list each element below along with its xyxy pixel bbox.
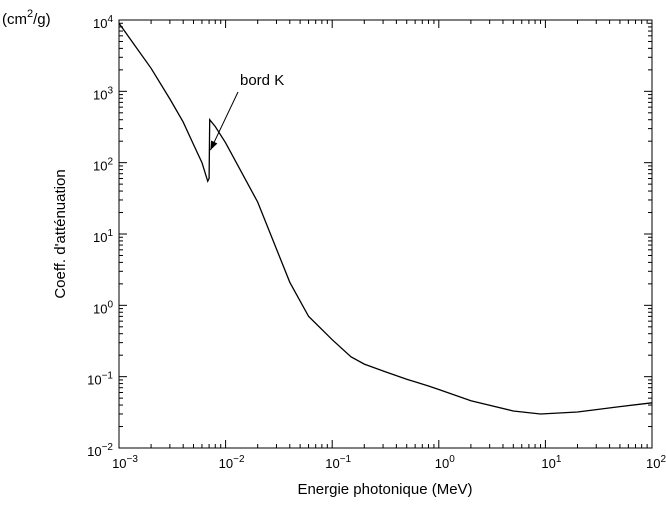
plot-frame [118,19,653,449]
annotation-arrow [209,91,239,151]
y-tick-label: 100 [93,299,113,316]
x-tick-label: 101 [541,454,561,471]
annotation-label: bord K [240,72,284,89]
ticks-layer [118,19,653,449]
y-tick-label: 104 [93,14,113,31]
y-axis-label: Coeff. d'atténuation [52,169,69,298]
y-tick-labels: 10−2 10−1 100 101 102 103 104 [87,14,113,459]
x-tick-labels: 10−3 10−2 10−1 100 101 102 [112,454,666,471]
x-tick-label: 10−3 [112,454,138,471]
x-tick-label: 10−1 [325,454,351,471]
y-unit-superscript: 2 [27,8,33,20]
y-tick-label: 10−1 [87,371,113,388]
y-tick-label: 103 [93,85,113,102]
y-unit-tail: /g) [33,11,51,28]
x-axis-label: Energie photonique (MeV) [297,481,472,498]
y-tick-label: 102 [93,157,113,174]
y-tick-label: 101 [93,228,113,245]
y-axis-unit: (cm2/g) [2,8,51,28]
x-tick-label: 10−2 [219,454,245,471]
x-tick-label: 100 [435,454,455,471]
attenuation-curve [118,22,653,415]
x-tick-label: 102 [646,454,666,471]
y-unit-base: (cm [2,11,27,28]
annotation-arrowhead [210,140,218,151]
y-tick-label: 10−2 [87,442,113,459]
